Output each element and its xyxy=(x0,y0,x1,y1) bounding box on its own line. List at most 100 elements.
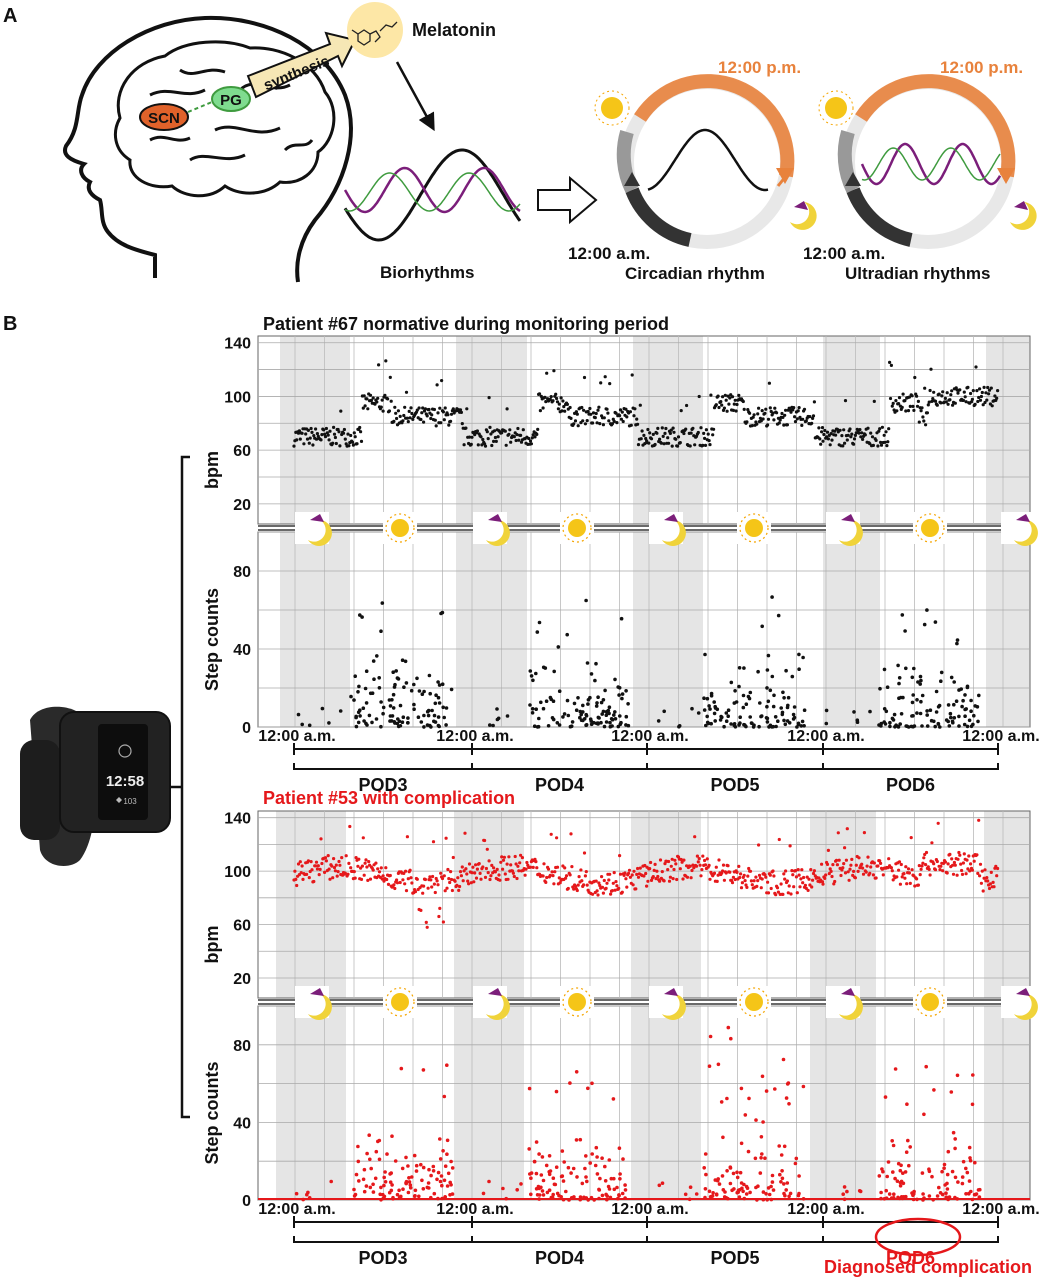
steps-tick-label: 80 xyxy=(233,1038,251,1055)
bpm-point xyxy=(306,859,310,863)
bpm-point xyxy=(906,867,911,871)
bpm-point xyxy=(435,879,439,883)
steps-tick-label: 40 xyxy=(233,1115,251,1132)
bpm-point xyxy=(716,873,720,877)
bpm-point xyxy=(457,888,461,893)
steps-point xyxy=(362,719,366,723)
steps-point xyxy=(768,688,773,693)
steps-point xyxy=(953,1146,957,1151)
steps-point xyxy=(595,1155,599,1159)
bpm-point xyxy=(541,874,545,878)
steps-point xyxy=(922,1112,926,1117)
steps-point xyxy=(891,1170,895,1174)
tracker-time: 12:58 xyxy=(106,773,144,790)
steps-point xyxy=(954,699,959,703)
bpm-point xyxy=(863,433,867,437)
bpm-point xyxy=(371,396,375,400)
steps-point xyxy=(620,696,624,701)
bpm-point xyxy=(839,873,843,878)
bpm-point xyxy=(879,440,883,444)
panel-a-letter: A xyxy=(3,5,17,27)
bpm-point xyxy=(781,415,785,419)
bpm-point xyxy=(843,441,847,445)
steps-point xyxy=(940,1169,944,1174)
bpm-point xyxy=(584,870,588,874)
steps-point xyxy=(369,1166,374,1171)
steps-point xyxy=(949,675,954,680)
bpm-point xyxy=(620,410,624,414)
bpm-point xyxy=(413,890,418,894)
bpm-point xyxy=(294,877,298,882)
bpm-point xyxy=(376,396,380,400)
steps-point xyxy=(561,1179,566,1183)
bpm-point xyxy=(624,877,628,881)
bpm-point xyxy=(295,883,299,888)
bpm-point xyxy=(646,427,650,432)
bpm-point xyxy=(624,407,628,411)
bpm-point xyxy=(514,438,518,443)
steps-point xyxy=(726,714,730,718)
bpm-point xyxy=(748,869,753,873)
bpm-point xyxy=(780,411,784,416)
steps-point xyxy=(796,721,801,726)
bpm-point xyxy=(361,406,365,410)
bpm-point xyxy=(403,882,407,886)
bpm-point xyxy=(605,881,609,885)
bpm-point xyxy=(500,431,504,435)
bpm-point xyxy=(318,867,322,872)
steps-point xyxy=(937,1185,941,1190)
steps-point xyxy=(774,724,778,729)
steps-point xyxy=(621,1157,625,1161)
bpm-point xyxy=(634,887,638,891)
steps-point xyxy=(890,1139,894,1143)
steps-point xyxy=(570,720,575,724)
bpm-point xyxy=(900,875,904,879)
bpm-point xyxy=(638,403,642,407)
bpm-point xyxy=(492,429,497,433)
steps-point xyxy=(606,1184,611,1189)
bpm-point xyxy=(346,872,350,876)
steps-point xyxy=(901,1181,906,1186)
steps-point xyxy=(944,718,949,722)
bpm-point xyxy=(420,411,424,415)
steps-point xyxy=(910,700,915,705)
bpm-point xyxy=(951,403,955,407)
bpm-point xyxy=(309,860,313,864)
bpm-point xyxy=(982,385,986,389)
bpm-point xyxy=(915,877,919,881)
steps-point xyxy=(534,671,538,676)
steps-point xyxy=(578,715,582,720)
steps-point xyxy=(435,1177,439,1182)
steps-point xyxy=(445,1152,449,1156)
steps-point xyxy=(556,645,561,649)
steps-point xyxy=(707,1189,712,1194)
bpm-point xyxy=(689,876,693,880)
steps-point xyxy=(562,712,567,716)
steps-point xyxy=(396,677,401,681)
bpm-point xyxy=(552,882,556,886)
bpm-point xyxy=(800,868,804,872)
steps-point xyxy=(300,722,305,727)
bpm-point xyxy=(319,837,323,841)
bpm-point xyxy=(794,875,799,879)
bpm-point xyxy=(773,406,777,410)
steps-point xyxy=(618,1177,622,1181)
bpm-point xyxy=(842,862,846,866)
steps-point xyxy=(719,1100,724,1104)
bpm-point xyxy=(903,876,907,880)
bpm-point xyxy=(472,880,476,884)
steps-point xyxy=(357,1179,361,1183)
bpm-point xyxy=(495,867,499,872)
steps-point xyxy=(953,1137,957,1141)
bpm-point xyxy=(443,889,447,893)
bpm-point xyxy=(957,850,961,855)
steps-tick-label: 0 xyxy=(242,720,251,737)
steps-point xyxy=(892,1192,896,1196)
bpm-point xyxy=(356,864,360,868)
bpm-point xyxy=(296,862,301,866)
steps-point xyxy=(404,681,409,685)
bpm-point xyxy=(499,860,503,864)
bpm-point xyxy=(559,396,563,400)
bpm-point xyxy=(861,866,865,870)
